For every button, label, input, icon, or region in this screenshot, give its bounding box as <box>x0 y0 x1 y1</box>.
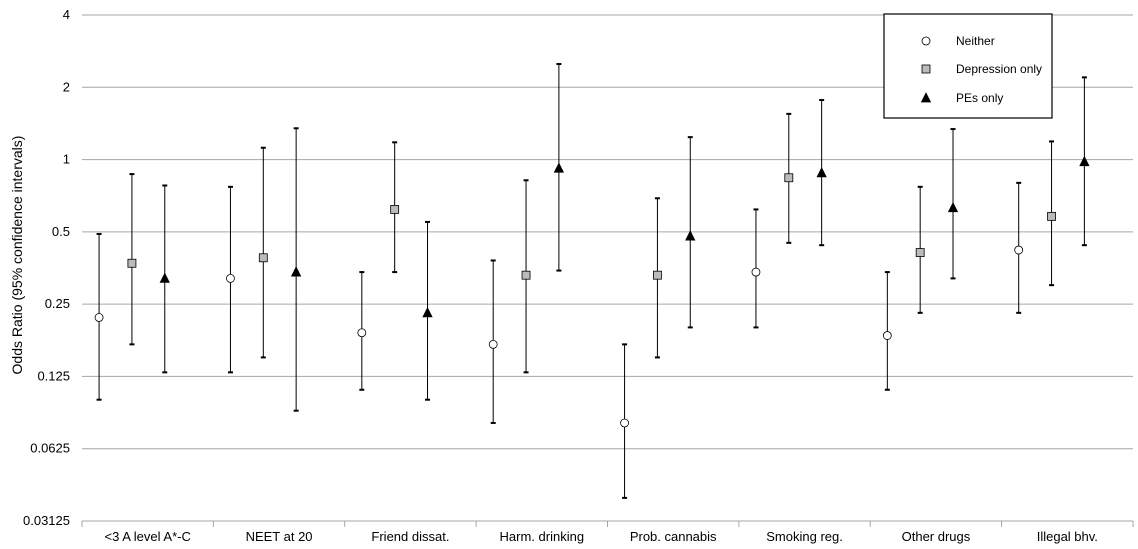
point-neither <box>1014 245 1024 255</box>
point-depression-only <box>1047 211 1056 221</box>
x-axis-ticks: <3 A level A*-C NEET at 20 Friend dissat. H… <box>81 521 1134 544</box>
point-pes-only <box>1079 155 1090 167</box>
y-tick-label: 0.25 <box>45 296 70 311</box>
point-neither <box>488 339 498 349</box>
point-neither <box>751 267 761 277</box>
point-neither <box>94 313 104 322</box>
x-tick-label: <3 A level A*-C <box>105 529 191 544</box>
point-pes-only <box>159 272 170 283</box>
legend-label-pes-only: PEs only <box>956 91 1003 105</box>
x-tick-label: Friend dissat. <box>371 529 449 544</box>
x-tick-label: NEET at 20 <box>246 529 313 544</box>
point-depression-only <box>784 173 794 183</box>
legend-marker-neither <box>921 36 931 46</box>
x-tick-label: Other drugs <box>902 529 971 544</box>
legend-marker-depression-only <box>921 64 931 74</box>
point-pes-only <box>816 167 827 178</box>
y-tick-label: 0.125 <box>37 368 70 383</box>
point-depression-only <box>258 253 268 263</box>
y-tick-label: 1 <box>63 152 70 167</box>
legend-label-neither: Neither <box>956 34 995 48</box>
y-tick-label: 4 <box>63 7 70 22</box>
point-neither <box>226 273 235 283</box>
x-tick-label: Illegal bhv. <box>1037 529 1098 544</box>
point-depression-only <box>127 258 137 268</box>
point-depression-only <box>653 270 662 280</box>
point-neither <box>882 331 892 340</box>
data-marks <box>94 63 1090 499</box>
point-depression-only <box>521 270 531 280</box>
gridlines <box>82 14 1133 522</box>
y-tick-label: 0.5 <box>52 224 70 239</box>
point-neither <box>357 328 367 338</box>
y-axis-ticks: 0.03125 0.0625 0.125 0.25 0.5 1 2 4 <box>23 7 70 528</box>
point-pes-only <box>290 266 302 277</box>
x-tick-label: Prob. cannabis <box>630 529 717 544</box>
y-axis-title: Odds Ratio (95% confidence intervals) <box>9 136 25 375</box>
point-depression-only <box>915 248 925 257</box>
x-tick-label: Harm. drinking <box>500 529 585 544</box>
legend-box <box>883 13 1053 119</box>
point-depression-only <box>390 205 400 214</box>
point-pes-only <box>685 230 696 241</box>
point-pes-only <box>422 306 433 318</box>
y-tick-label: 0.03125 <box>23 513 70 528</box>
y-tick-label: 2 <box>63 79 70 94</box>
point-neither <box>620 418 629 428</box>
point-pes-only <box>553 162 565 173</box>
y-tick-label: 0.0625 <box>30 441 70 456</box>
point-pes-only <box>947 201 959 213</box>
x-tick-label: Smoking reg. <box>766 529 843 544</box>
legend-marker-pes-only <box>920 92 932 103</box>
legend-label-depression-only: Depression only <box>956 62 1042 76</box>
legend: Neither Depression only PEs only <box>883 13 1053 119</box>
